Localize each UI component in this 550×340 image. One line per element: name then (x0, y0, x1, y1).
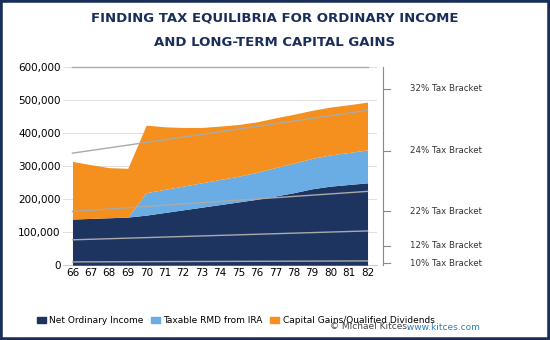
Text: 12% Tax Bracket: 12% Tax Bracket (410, 241, 482, 251)
Text: 10% Tax Bracket: 10% Tax Bracket (410, 258, 482, 268)
Legend: Net Ordinary Income, Taxable RMD from IRA, Capital Gains/Qualified Dividends: Net Ordinary Income, Taxable RMD from IR… (33, 312, 438, 329)
Text: 24% Tax Bracket: 24% Tax Bracket (410, 146, 482, 155)
Text: © Michael Kitces,: © Michael Kitces, (330, 323, 410, 332)
Text: FINDING TAX EQUILIBRIA FOR ORDINARY INCOME: FINDING TAX EQUILIBRIA FOR ORDINARY INCO… (91, 12, 459, 25)
Text: www.kitces.com: www.kitces.com (404, 323, 480, 332)
Text: 22% Tax Bracket: 22% Tax Bracket (410, 207, 482, 216)
Text: 32% Tax Bracket: 32% Tax Bracket (410, 84, 482, 94)
Text: AND LONG-TERM CAPITAL GAINS: AND LONG-TERM CAPITAL GAINS (155, 36, 395, 49)
